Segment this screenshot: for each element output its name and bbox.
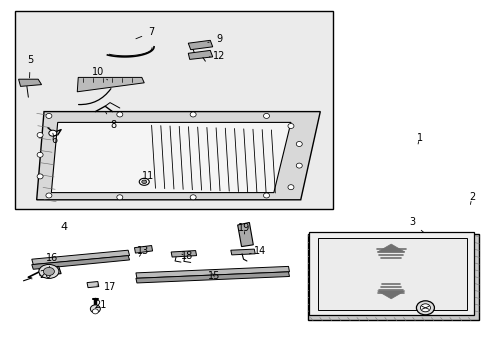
Text: 21: 21 <box>94 300 106 310</box>
Ellipse shape <box>190 112 196 117</box>
Ellipse shape <box>37 174 43 179</box>
Text: 18: 18 <box>180 251 193 261</box>
Ellipse shape <box>39 265 59 278</box>
Text: 6: 6 <box>52 133 58 145</box>
Ellipse shape <box>263 113 269 118</box>
Text: 15: 15 <box>207 271 220 282</box>
Text: 4: 4 <box>60 222 67 232</box>
Polygon shape <box>307 234 478 320</box>
Text: 8: 8 <box>105 112 116 130</box>
Ellipse shape <box>92 309 98 314</box>
Ellipse shape <box>117 112 122 117</box>
Text: 17: 17 <box>97 282 117 292</box>
Ellipse shape <box>296 163 302 168</box>
Text: 13: 13 <box>137 246 149 256</box>
Polygon shape <box>32 250 129 265</box>
Polygon shape <box>39 266 61 276</box>
Text: 19: 19 <box>238 222 250 234</box>
Ellipse shape <box>49 130 57 136</box>
Ellipse shape <box>287 123 293 129</box>
Polygon shape <box>377 244 404 252</box>
Ellipse shape <box>46 113 52 118</box>
Text: 12: 12 <box>209 51 225 61</box>
Ellipse shape <box>37 152 43 157</box>
Polygon shape <box>230 249 255 255</box>
Polygon shape <box>188 40 212 50</box>
Polygon shape <box>37 112 320 200</box>
Polygon shape <box>19 79 41 86</box>
Polygon shape <box>77 77 144 92</box>
Bar <box>15 11 332 209</box>
Polygon shape <box>308 232 473 315</box>
Polygon shape <box>134 246 152 253</box>
Polygon shape <box>317 238 466 310</box>
Text: 11: 11 <box>141 171 154 183</box>
Ellipse shape <box>117 195 122 200</box>
Ellipse shape <box>416 301 433 315</box>
Text: 14: 14 <box>249 246 266 256</box>
Polygon shape <box>136 272 289 283</box>
Ellipse shape <box>263 193 269 198</box>
Polygon shape <box>377 291 404 299</box>
Ellipse shape <box>139 178 149 185</box>
Ellipse shape <box>43 267 54 275</box>
Ellipse shape <box>142 180 146 184</box>
Ellipse shape <box>46 193 52 198</box>
Text: 5: 5 <box>27 55 33 78</box>
Text: 20: 20 <box>32 270 51 280</box>
Ellipse shape <box>190 195 196 200</box>
Text: 7: 7 <box>136 27 154 39</box>
Text: 1: 1 <box>416 132 422 144</box>
Text: 2: 2 <box>468 192 474 204</box>
Ellipse shape <box>420 304 429 312</box>
Polygon shape <box>237 222 253 247</box>
Polygon shape <box>87 282 99 288</box>
Text: 3: 3 <box>408 217 423 232</box>
Polygon shape <box>32 256 129 269</box>
Ellipse shape <box>296 141 302 147</box>
Text: 9: 9 <box>207 34 222 44</box>
Polygon shape <box>51 122 290 193</box>
Polygon shape <box>171 251 196 257</box>
Text: 10: 10 <box>91 67 107 80</box>
Text: 16: 16 <box>45 253 58 268</box>
Ellipse shape <box>90 305 100 313</box>
Ellipse shape <box>287 185 293 190</box>
Polygon shape <box>136 266 289 278</box>
Ellipse shape <box>37 132 43 138</box>
Polygon shape <box>188 50 212 59</box>
